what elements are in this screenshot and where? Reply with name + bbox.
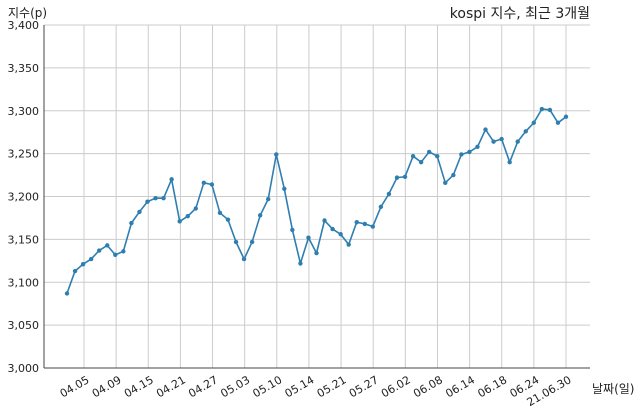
data-point xyxy=(241,256,247,262)
data-point xyxy=(515,139,520,144)
data-point xyxy=(177,219,182,224)
data-point xyxy=(249,239,255,245)
data-point xyxy=(290,227,295,233)
data-point xyxy=(72,268,78,274)
data-point xyxy=(354,220,359,225)
data-point xyxy=(233,239,239,245)
x-tick-label: 06.02 xyxy=(379,373,413,400)
data-point xyxy=(346,242,351,247)
data-point xyxy=(547,107,553,113)
x-tick-label: 05.14 xyxy=(283,373,317,400)
data-point xyxy=(322,218,327,223)
x-tick-label: 05.03 xyxy=(218,373,252,400)
data-point xyxy=(483,127,488,132)
data-point xyxy=(394,175,400,180)
y-tick-label: 3,000 xyxy=(8,362,40,375)
data-point xyxy=(410,153,416,159)
y-tick-label: 3,250 xyxy=(8,148,40,161)
y-tick-label: 3,050 xyxy=(8,319,40,332)
data-point xyxy=(201,180,207,185)
x-tick-label: 04.21 xyxy=(154,373,188,400)
chart-title: kospi 지수, 최근 3개월 xyxy=(450,6,590,22)
data-point xyxy=(370,224,376,229)
data-point xyxy=(209,182,215,187)
y-tick-label: 3,150 xyxy=(8,233,40,246)
data-point xyxy=(80,262,86,267)
data-point xyxy=(459,152,464,157)
y-tick-label: 3,400 xyxy=(8,19,40,32)
data-point xyxy=(563,114,569,119)
data-point xyxy=(185,214,190,219)
data-point xyxy=(193,206,198,211)
data-point xyxy=(539,106,545,112)
data-point xyxy=(443,180,448,185)
y-tick-label: 3,200 xyxy=(8,191,40,204)
x-tick-label: 06.18 xyxy=(475,373,509,400)
x-tick-label: 06.14 xyxy=(443,373,477,400)
data-point xyxy=(169,177,174,182)
x-tick-labels: 04.0504.0904.1504.2104.2705.0305.1005.14… xyxy=(58,373,574,409)
data-point xyxy=(298,261,303,266)
data-point xyxy=(475,144,480,149)
data-point xyxy=(113,252,118,258)
data-point xyxy=(362,221,367,227)
data-point xyxy=(105,243,110,248)
x-tick-label: 04.15 xyxy=(122,373,156,400)
data-point xyxy=(386,191,392,197)
y-tick-labels: 3,000 3,050 3,100 3,150 3,200 3,250 3,300 3,350… xyxy=(8,19,40,375)
x-tick-label: 05.21 xyxy=(315,373,349,400)
y-axis-label: 지수(p) xyxy=(8,6,47,20)
data-point xyxy=(330,226,335,232)
data-point xyxy=(137,209,142,215)
y-tick-label: 3,100 xyxy=(8,276,40,289)
data-point xyxy=(491,139,496,144)
data-point xyxy=(266,196,271,202)
data-point xyxy=(402,174,408,179)
data-point xyxy=(451,172,456,178)
data-point xyxy=(531,120,537,125)
x-tick-label: 05.10 xyxy=(251,373,285,400)
data-point xyxy=(153,196,158,201)
data-point xyxy=(378,204,384,209)
x-tick-label: 04.09 xyxy=(90,373,124,400)
data-point xyxy=(88,256,94,262)
x-tick-label: 04.05 xyxy=(58,373,92,400)
y-tick-label: 3,300 xyxy=(8,105,40,118)
data-point xyxy=(555,120,561,125)
series-line xyxy=(66,108,567,294)
data-point xyxy=(257,213,263,218)
data-point xyxy=(338,232,343,237)
data-point xyxy=(523,129,528,134)
x-tick-label: 06.08 xyxy=(411,373,445,400)
data-point xyxy=(129,220,134,226)
data-point xyxy=(161,196,166,201)
data-point xyxy=(435,153,440,159)
y-tick-label: 3,350 xyxy=(8,62,40,75)
x-tick-label: 04.27 xyxy=(186,373,220,400)
x-tick-label: 05.27 xyxy=(347,373,381,400)
data-point xyxy=(314,250,319,256)
series-points xyxy=(64,106,569,296)
data-point xyxy=(306,235,311,240)
data-point xyxy=(145,199,150,204)
data-point xyxy=(426,149,432,155)
x-axis-label: 날짜(일) xyxy=(592,382,634,396)
data-point xyxy=(274,152,279,157)
data-point xyxy=(467,149,472,155)
data-point xyxy=(121,249,126,254)
data-point xyxy=(96,248,102,253)
data-point xyxy=(217,210,223,215)
data-point xyxy=(282,186,287,191)
data-point xyxy=(507,160,512,165)
data-point xyxy=(225,217,231,222)
data-point xyxy=(64,291,70,296)
kospi-series-line xyxy=(66,108,567,294)
grid-lines xyxy=(44,24,590,369)
data-point xyxy=(418,160,424,165)
axes xyxy=(43,25,590,369)
data-point xyxy=(499,136,504,142)
